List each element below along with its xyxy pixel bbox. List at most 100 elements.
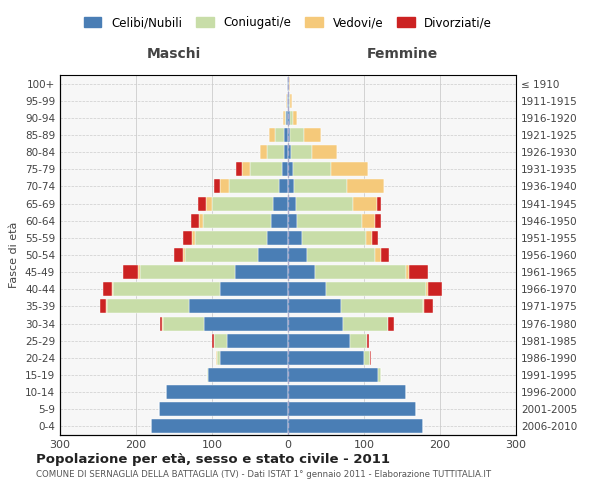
Bar <box>227 334 288 347</box>
Bar <box>287 76 288 90</box>
Bar <box>220 180 229 194</box>
Bar <box>347 180 384 194</box>
Bar <box>279 180 288 194</box>
Bar <box>288 402 416 416</box>
Bar <box>194 231 267 245</box>
Bar <box>289 76 290 90</box>
Bar <box>288 265 314 279</box>
Bar <box>288 368 377 382</box>
Bar <box>288 196 296 210</box>
Bar <box>107 300 189 314</box>
Y-axis label: Anni di nascita: Anni di nascita <box>597 214 600 296</box>
Bar <box>314 265 406 279</box>
Bar <box>163 316 205 330</box>
Bar <box>377 368 381 382</box>
Bar <box>290 94 292 108</box>
Bar <box>282 162 288 176</box>
Bar <box>257 248 288 262</box>
Bar <box>151 420 288 434</box>
Bar <box>288 385 406 399</box>
Bar <box>288 214 297 228</box>
Bar <box>206 196 212 210</box>
Bar <box>364 351 370 365</box>
Bar <box>159 402 288 416</box>
Bar <box>229 180 279 194</box>
Bar <box>293 111 297 125</box>
Bar <box>199 214 203 228</box>
Bar <box>113 282 220 296</box>
Bar <box>106 300 107 314</box>
Bar <box>293 162 331 176</box>
Bar <box>273 196 288 210</box>
Bar <box>185 248 257 262</box>
Bar <box>206 368 208 382</box>
Bar <box>212 334 214 347</box>
Bar <box>166 385 288 399</box>
Bar <box>269 128 275 142</box>
Bar <box>288 420 423 434</box>
Bar <box>326 282 427 296</box>
Text: Popolazione per età, sesso e stato civile - 2011: Popolazione per età, sesso e stato civil… <box>36 452 390 466</box>
Bar <box>140 265 235 279</box>
Bar <box>289 94 290 108</box>
Bar <box>216 351 217 365</box>
Bar <box>286 111 288 125</box>
Bar <box>183 231 192 245</box>
Bar <box>353 196 377 210</box>
Bar <box>191 214 199 228</box>
Bar <box>286 94 287 108</box>
Bar <box>424 300 433 314</box>
Bar <box>304 128 320 142</box>
Bar <box>428 282 442 296</box>
Bar <box>288 94 289 108</box>
Bar <box>423 300 424 314</box>
Bar <box>302 231 366 245</box>
Bar <box>288 282 326 296</box>
Bar <box>373 231 379 245</box>
Bar <box>297 214 362 228</box>
Bar <box>288 145 291 159</box>
Bar <box>205 316 288 330</box>
Bar <box>220 351 288 365</box>
Bar <box>174 248 183 262</box>
Bar <box>350 334 367 347</box>
Bar <box>250 162 282 176</box>
Bar <box>370 351 371 365</box>
Bar <box>288 351 364 365</box>
Bar <box>388 316 394 330</box>
Bar <box>214 180 220 194</box>
Bar <box>100 300 106 314</box>
Bar <box>288 248 307 262</box>
Bar <box>162 316 163 330</box>
Bar <box>294 180 347 194</box>
Bar <box>427 282 428 296</box>
Bar <box>214 334 227 347</box>
Bar <box>362 214 376 228</box>
Text: Maschi: Maschi <box>147 48 201 62</box>
Bar <box>341 300 423 314</box>
Bar <box>235 265 288 279</box>
Bar <box>267 231 288 245</box>
Bar <box>268 145 284 159</box>
Bar <box>288 316 343 330</box>
Bar <box>409 265 428 279</box>
Bar <box>236 162 242 176</box>
Bar <box>275 128 284 142</box>
Y-axis label: Fasce di età: Fasce di età <box>10 222 19 288</box>
Bar <box>291 145 313 159</box>
Bar <box>217 351 220 365</box>
Bar <box>307 248 376 262</box>
Bar <box>183 248 185 262</box>
Bar <box>343 316 388 330</box>
Bar <box>377 196 381 210</box>
Bar <box>203 214 271 228</box>
Bar <box>288 334 350 347</box>
Bar <box>208 368 288 382</box>
Bar <box>382 248 389 262</box>
Bar <box>288 76 289 90</box>
Bar <box>287 94 288 108</box>
Bar <box>192 231 194 245</box>
Bar <box>288 231 302 245</box>
Bar <box>288 180 294 194</box>
Bar <box>283 111 285 125</box>
